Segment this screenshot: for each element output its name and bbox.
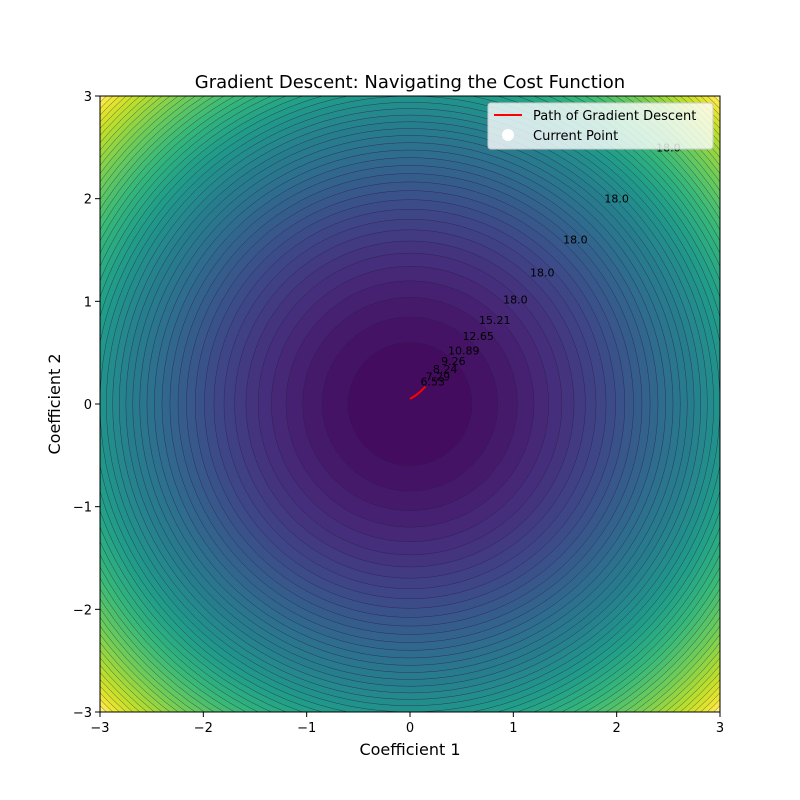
y-tick-label: 3 bbox=[84, 90, 92, 105]
x-axis-ticks: −3 −2 −1 0 1 2 3 bbox=[90, 712, 724, 736]
contour-line bbox=[169, 165, 651, 643]
contour-line bbox=[271, 266, 549, 542]
x-tick-label: 2 bbox=[613, 721, 621, 736]
contour-line bbox=[257, 252, 563, 556]
x-tick-label: 3 bbox=[716, 721, 724, 736]
legend-current-point-icon bbox=[502, 129, 514, 141]
contour-line bbox=[146, 142, 674, 666]
contour-line bbox=[347, 342, 473, 466]
contour-line bbox=[234, 229, 586, 579]
contour-line bbox=[186, 181, 634, 627]
contour-line bbox=[112, 108, 708, 700]
x-tick-label: −2 bbox=[194, 721, 213, 736]
contour-line bbox=[154, 149, 666, 659]
y-axis-label: Coefficient 2 bbox=[45, 353, 64, 454]
x-tick-label: 0 bbox=[406, 721, 414, 736]
y-tick-label: 2 bbox=[84, 193, 92, 208]
contour-line bbox=[125, 121, 695, 687]
contour-line bbox=[285, 280, 535, 528]
legend-current-point-label: Current Point bbox=[533, 129, 618, 144]
chart-title: Gradient Descent: Navigating the Cost Fu… bbox=[195, 72, 625, 93]
contour-line bbox=[106, 101, 714, 707]
contour-label: 12.65 bbox=[462, 330, 494, 343]
contour-line bbox=[139, 135, 681, 673]
contour-label: 9.26 bbox=[441, 355, 466, 368]
contour-line bbox=[302, 297, 518, 511]
contour-label-layer: 18.018.018.018.018.015.2112.6510.899.268… bbox=[420, 141, 680, 388]
x-tick-label: −1 bbox=[297, 721, 316, 736]
legend-path-label: Path of Gradient Descent bbox=[533, 109, 696, 124]
contour-line bbox=[322, 316, 498, 492]
legend: Path of Gradient Descent Current Point bbox=[487, 102, 714, 150]
contour-line bbox=[204, 199, 616, 609]
contour-line bbox=[177, 173, 643, 635]
contour-band bbox=[348, 342, 472, 466]
descent-path-layer bbox=[409, 385, 427, 400]
contour-label: 18.0 bbox=[530, 267, 555, 280]
contour-label: 6.53 bbox=[420, 375, 445, 388]
contour-line bbox=[213, 208, 607, 600]
contour-label: 18.0 bbox=[563, 234, 588, 247]
y-tick-label: 0 bbox=[84, 398, 92, 413]
y-axis-ticks: −3 −2 −1 0 1 2 3 bbox=[73, 90, 100, 721]
contour-label: 18.0 bbox=[604, 193, 629, 206]
contour-label: 10.89 bbox=[448, 345, 480, 358]
contour-label: 18.0 bbox=[503, 293, 528, 306]
contour-line bbox=[245, 240, 575, 568]
contour-label: 15.21 bbox=[479, 314, 511, 327]
y-tick-label: −2 bbox=[73, 603, 92, 618]
descent-path-line bbox=[409, 385, 427, 400]
x-axis-label: Coefficient 1 bbox=[359, 740, 460, 759]
contour-line bbox=[161, 157, 659, 651]
x-tick-label: 1 bbox=[509, 721, 517, 736]
contour-line bbox=[132, 128, 688, 680]
contour-line bbox=[118, 114, 702, 694]
contour-line bbox=[194, 190, 626, 618]
y-tick-label: −3 bbox=[73, 706, 92, 721]
x-tick-label: −3 bbox=[90, 721, 109, 736]
contour-label: 7.29 bbox=[426, 370, 451, 383]
contour-label: 8.24 bbox=[433, 363, 458, 376]
y-tick-label: −1 bbox=[73, 501, 92, 516]
legend-box bbox=[487, 102, 714, 150]
contour-line bbox=[223, 218, 597, 590]
y-tick-label: 1 bbox=[84, 295, 92, 310]
